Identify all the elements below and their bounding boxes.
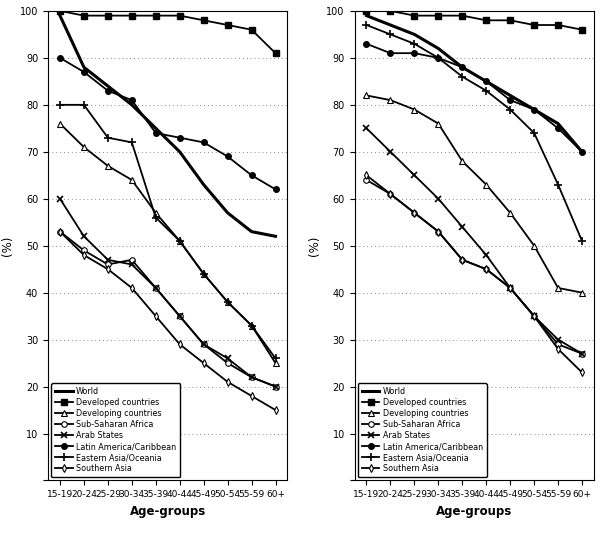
Legend: World, Developed countries, Developing countries, Sub-Saharan Africa, Arab State: World, Developed countries, Developing c… (51, 383, 181, 477)
Legend: World, Developed countries, Developing countries, Sub-Saharan Africa, Arab State: World, Developed countries, Developing c… (358, 383, 487, 477)
Y-axis label: (%): (%) (1, 235, 14, 256)
Y-axis label: (%): (%) (308, 235, 321, 256)
X-axis label: Age-groups: Age-groups (130, 505, 206, 518)
X-axis label: Age-groups: Age-groups (436, 505, 512, 518)
